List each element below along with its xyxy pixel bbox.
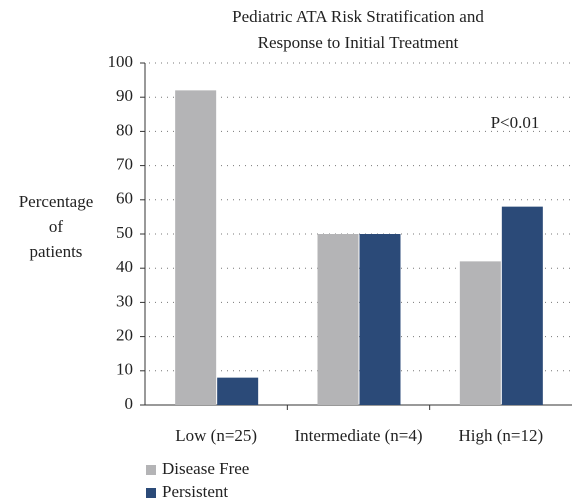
y-tick-label: 10: [116, 360, 133, 379]
legend-swatch: [146, 488, 156, 498]
bar: [501, 206, 543, 405]
y-tick-label: 0: [125, 394, 134, 413]
y-axis-label: Percentage: [19, 192, 94, 211]
y-tick-label: 70: [116, 155, 133, 174]
legend-swatch: [146, 465, 156, 475]
x-tick-label: Intermediate (n=4): [294, 426, 422, 445]
y-tick-label: 20: [116, 326, 133, 345]
x-tick-label: High (n=12): [458, 426, 543, 445]
y-tick-label: 40: [116, 257, 133, 276]
y-tick-label: 80: [116, 120, 133, 139]
chart-title: Response to Initial Treatment: [258, 33, 459, 52]
bar: [459, 261, 501, 405]
bar: [317, 234, 359, 405]
legend-label: Persistent: [162, 482, 228, 501]
bar: [217, 377, 259, 405]
y-axis-label: patients: [30, 242, 83, 261]
bar: [359, 234, 401, 405]
chart-title: Pediatric ATA Risk Stratification and: [232, 7, 484, 26]
y-tick-label: 50: [116, 223, 133, 242]
y-tick-label: 60: [116, 189, 133, 208]
annotation: P<0.01: [491, 113, 540, 132]
y-tick-label: 100: [108, 52, 134, 71]
y-tick-label: 30: [116, 291, 133, 310]
x-tick-label: Low (n=25): [175, 426, 257, 445]
y-tick-label: 90: [116, 86, 133, 105]
y-axis-label: of: [49, 217, 64, 236]
legend-label: Disease Free: [162, 459, 249, 478]
bar: [175, 90, 217, 406]
